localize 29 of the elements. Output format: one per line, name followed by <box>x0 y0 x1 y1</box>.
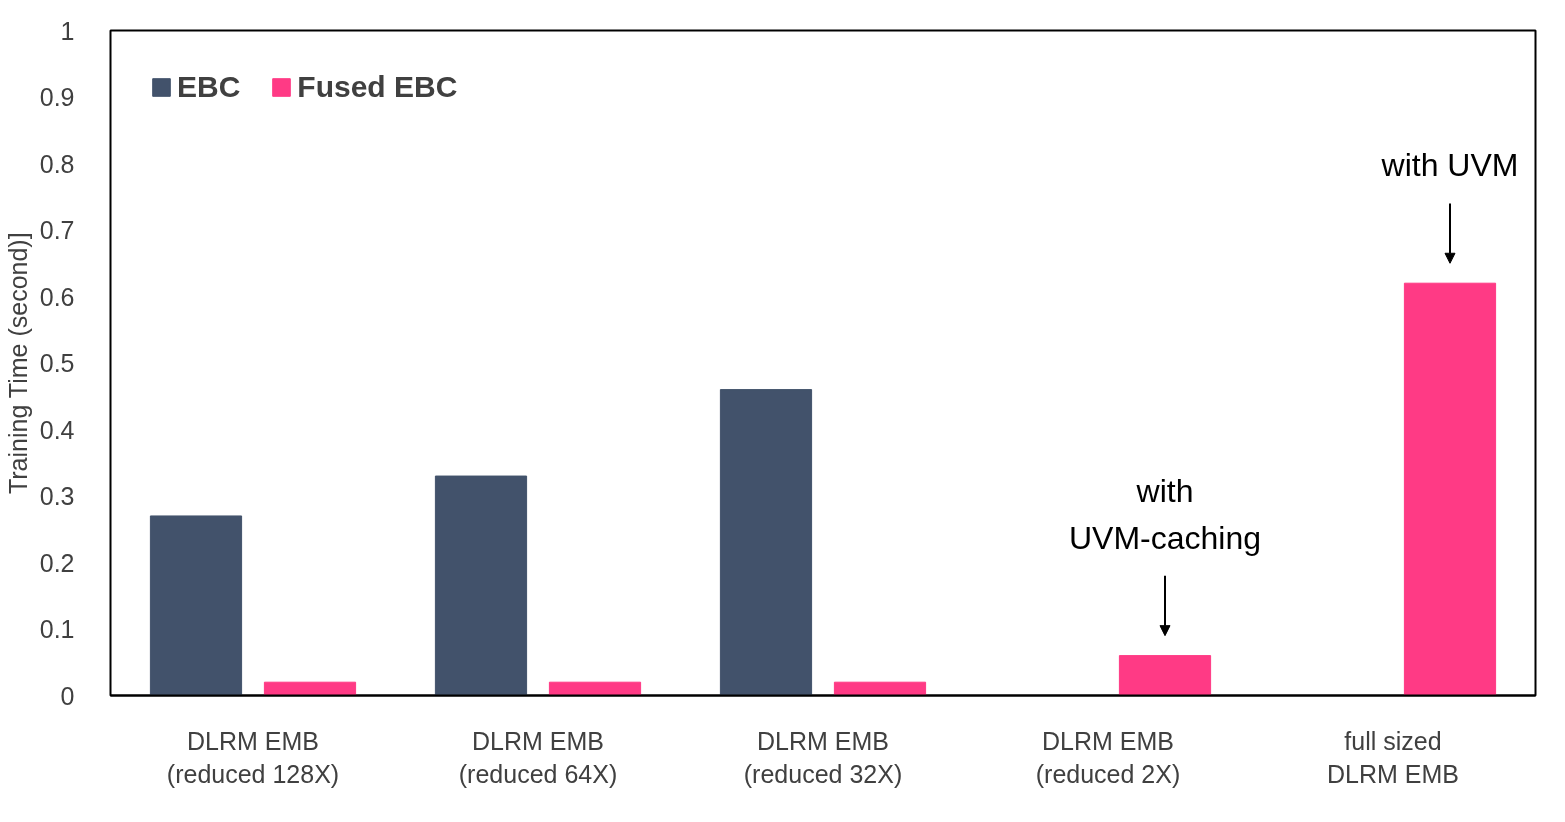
bar <box>719 389 813 696</box>
y-tick-label: 0.5 <box>39 349 75 377</box>
y-tick-label: 1 <box>60 16 75 45</box>
annotation: with UVM-caching <box>1068 473 1262 556</box>
bar <box>1403 282 1497 696</box>
y-tick-label: 0.4 <box>39 415 75 444</box>
x-tick-label: DLRM EMB (reduced 2X) <box>1035 726 1181 789</box>
y-tick-label: 0.7 <box>39 216 75 244</box>
y-tick-label: 0 <box>60 681 75 710</box>
y-tick-label: 0.6 <box>39 282 75 311</box>
bar <box>263 681 357 696</box>
y-tick-label: 0.3 <box>39 482 75 510</box>
bar <box>833 681 927 696</box>
x-tick-label: full sized DLRM EMB <box>1327 726 1459 789</box>
bar <box>434 475 528 696</box>
bar <box>548 681 642 696</box>
legend-label: Fused EBC <box>297 70 458 104</box>
y-tick-label: 0.2 <box>39 548 75 577</box>
annotation: with UVM <box>1380 147 1519 184</box>
bar <box>1118 655 1212 696</box>
y-tick-label: 0.8 <box>39 149 75 178</box>
x-tick-label: DLRM EMB (reduced 128X) <box>166 726 340 789</box>
bar <box>149 515 243 696</box>
y-tick-label: 0.9 <box>39 83 75 111</box>
x-tick-label: DLRM EMB (reduced 64X) <box>458 726 618 789</box>
y-tick-label: 0.1 <box>39 615 75 643</box>
y-axis-title: Training Time (second)] <box>3 232 32 495</box>
legend-label: EBC <box>177 70 241 104</box>
x-tick-label: DLRM EMB (reduced 32X) <box>743 726 903 789</box>
